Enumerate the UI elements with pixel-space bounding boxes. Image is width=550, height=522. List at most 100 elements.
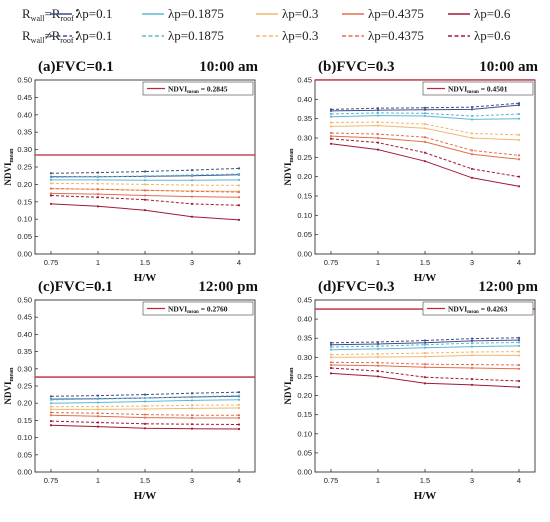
y-axis-label-d: NDVImean [283, 367, 295, 405]
data-point [423, 352, 427, 355]
data-point [376, 107, 380, 110]
data-point [329, 348, 333, 351]
data-point [517, 344, 521, 347]
data-point [190, 183, 194, 187]
x-tick-label: 1.5 [140, 258, 150, 267]
data-point [96, 421, 100, 424]
data-point [49, 182, 53, 185]
x-tick-label: 4 [237, 258, 241, 267]
chart-panel-a: (a)FVC=0.1 10:00 am 0.00 0.05 0.10 0.15 0.20 0.… [3, 59, 258, 284]
y-tick-label: 0.00 [17, 250, 32, 259]
x-tick-label: 1 [376, 476, 380, 485]
data-point [237, 427, 241, 431]
data-point [49, 398, 53, 401]
legend: Rwall=Rroof： Rwall≠Rroof： λp=0.1 λp=0.187… [22, 6, 511, 45]
data-point [96, 412, 100, 415]
data-point [237, 416, 241, 420]
x-tick-label: 1 [96, 258, 100, 267]
reference-legend-label-c: NDVImean = 0.2760 [168, 305, 228, 316]
y-tick-label: 0.05 [17, 232, 32, 241]
data-point [96, 193, 100, 196]
data-point [376, 340, 380, 344]
data-point [190, 173, 194, 177]
data-point [517, 386, 521, 389]
legend-label-solid-1: λp=0.1875 [168, 6, 224, 21]
series-line-c-dashed-4 [50, 420, 240, 425]
y-tick-label: 0.30 [297, 353, 312, 362]
data-point [517, 175, 521, 178]
data-point [423, 376, 427, 379]
y-tick-label: 0.30 [17, 145, 32, 154]
series-line-a-solid-4 [50, 203, 240, 221]
x-tick-label: 1.5 [420, 258, 430, 267]
data-point [517, 350, 521, 353]
data-point [423, 140, 427, 143]
data-point [237, 178, 241, 181]
data-point [190, 195, 194, 198]
data-point [49, 414, 53, 417]
y-tick-label: 0.45 [17, 313, 32, 322]
data-point [329, 115, 333, 118]
data-point [517, 133, 521, 137]
chart-panels: (a)FVC=0.1 10:00 am 0.00 0.05 0.10 0.15 0.20 0.… [3, 59, 538, 502]
data-point [237, 394, 241, 397]
data-point [237, 190, 241, 194]
data-point [376, 124, 380, 127]
data-point [49, 419, 53, 423]
x-tick-label: 0.75 [44, 258, 59, 267]
data-point [96, 405, 100, 408]
series-line-a-dashed-0 [50, 167, 240, 174]
data-point [376, 347, 380, 351]
data-point [237, 167, 241, 170]
data-point [96, 175, 100, 178]
x-tick-label: 3 [190, 258, 194, 267]
y-tick-label: 0.30 [297, 134, 312, 143]
y-tick-label: 0.35 [297, 334, 312, 343]
y-tick-label: 0.25 [297, 153, 312, 162]
data-point [237, 172, 241, 176]
series-line-b-dashed-4 [330, 138, 520, 178]
data-point [470, 383, 474, 386]
series-line-b-dashed-2 [330, 121, 520, 136]
data-point [376, 121, 380, 124]
x-axis-label-b: H/W [414, 272, 437, 284]
x-axis-label-d: H/W [414, 490, 437, 502]
data-point [143, 194, 147, 197]
y-tick-label: 0.35 [297, 114, 312, 123]
data-point [329, 361, 333, 364]
data-point [329, 108, 333, 111]
series-line-d-dashed-4 [330, 367, 520, 382]
data-point [517, 102, 521, 105]
data-point [470, 342, 474, 345]
data-point [237, 204, 241, 207]
x-tick-label: 1.5 [420, 476, 430, 485]
data-point [470, 108, 474, 111]
data-point [190, 395, 194, 398]
y-tick-label: 0.15 [17, 197, 32, 206]
data-point [517, 112, 521, 116]
data-point [143, 422, 147, 425]
data-point [143, 174, 147, 178]
y-tick-label: 0.30 [17, 364, 32, 373]
data-point [143, 413, 147, 416]
data-point [470, 337, 474, 340]
x-tick-label: 0.75 [44, 476, 59, 485]
data-point [190, 215, 194, 218]
y-tick-label: 0.15 [297, 192, 312, 201]
data-point [237, 184, 241, 187]
data-point [96, 205, 100, 208]
panel-title-b: (b)FVC=0.3 [318, 59, 394, 75]
y-tick-label: 0.20 [17, 399, 32, 408]
y-tick-label: 0.35 [17, 128, 32, 137]
data-point [190, 399, 194, 402]
data-point [237, 391, 241, 394]
panel-title-d: (d)FVC=0.3 [318, 279, 394, 295]
plot-frame-b [314, 79, 536, 255]
data-point [376, 352, 380, 355]
data-point [49, 408, 53, 411]
data-point [49, 172, 53, 175]
data-point [329, 112, 333, 116]
reference-legend-box-c [142, 301, 254, 316]
data-point [143, 416, 147, 419]
